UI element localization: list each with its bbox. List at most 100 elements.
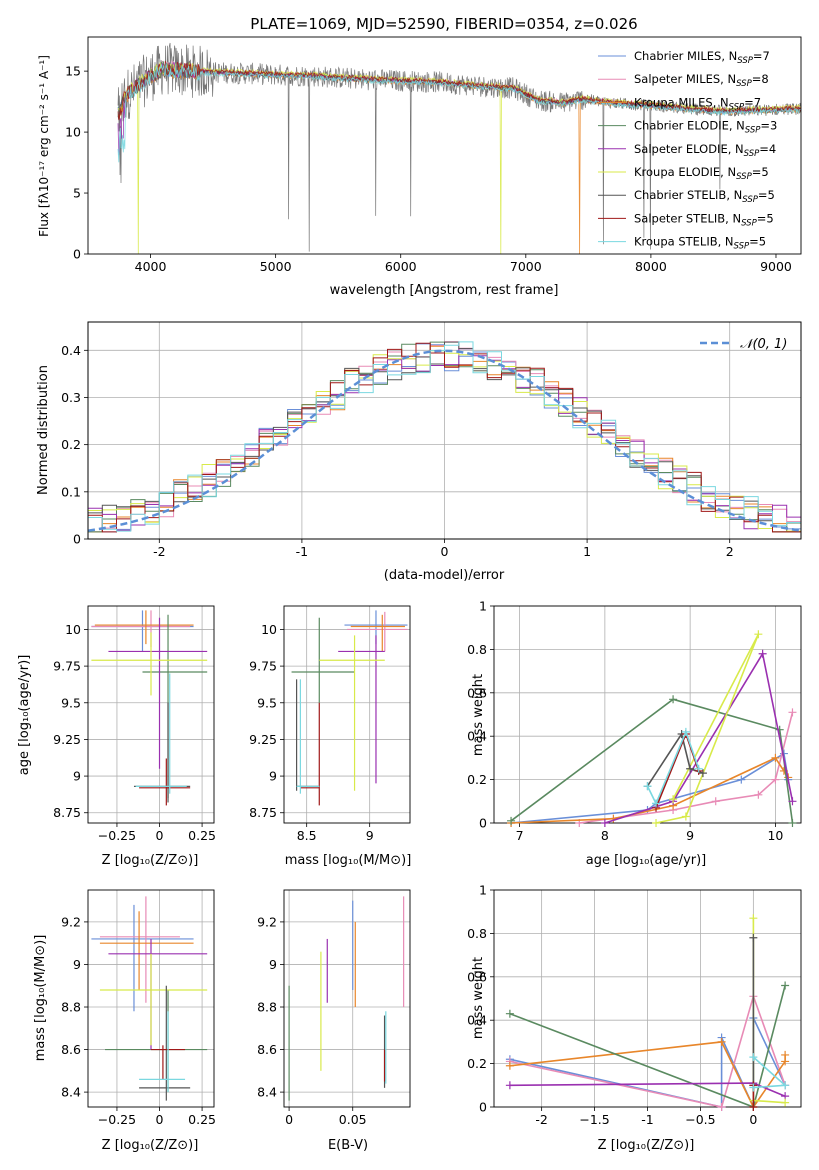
x-tick-label: 6000 xyxy=(385,259,417,274)
weight-line-4 xyxy=(604,651,794,824)
x-tick-label: 9 xyxy=(686,828,694,843)
normal-legend-label: 𝒩(0, 1) xyxy=(740,337,787,352)
ageZ-xlabel: Z [log₁₀(Z/Z⊙)] xyxy=(102,853,199,868)
weight-marker xyxy=(771,775,780,784)
weight-line-8 xyxy=(646,729,700,806)
x-tick-label: 0.05 xyxy=(339,1112,367,1127)
y-tick-label: 8.75 xyxy=(53,805,81,820)
y-tick-label: 9.2 xyxy=(61,914,81,929)
y-tick-label: 5 xyxy=(73,186,81,201)
ageZ-ylabel: age [log₁₀(age/yr)] xyxy=(17,655,32,776)
y-tick-label: 15 xyxy=(65,64,81,79)
y-tick-label: 9 xyxy=(269,957,277,972)
legend-label: Salpeter ELODIE, NSSP=4 xyxy=(634,142,776,159)
weight-marker xyxy=(788,819,797,827)
spectrum-xlabel: wavelength [Angstrom, rest frame] xyxy=(330,283,559,298)
weight-line-0 xyxy=(511,752,789,824)
x-tick-label: 9000 xyxy=(760,259,792,274)
x-tick-label: −1.5 xyxy=(579,1112,609,1127)
x-tick-label: 8.5 xyxy=(297,828,317,843)
mE-xlabel: E(B-V) xyxy=(328,1138,368,1153)
weight-marker xyxy=(754,790,763,799)
model-spectrum-8 xyxy=(117,63,802,163)
weight-marker xyxy=(669,795,678,804)
weight-marker xyxy=(771,753,780,762)
spectrum-data xyxy=(117,42,802,252)
y-tick-label: 9 xyxy=(269,769,277,784)
wAge-xlabel: age [log₁₀(age/yr)] xyxy=(586,853,707,868)
x-tick-label: 0 xyxy=(749,1112,757,1127)
wZ-ylabel: mass weight xyxy=(471,957,486,1039)
x-tick-label: -2 xyxy=(535,1112,547,1127)
weight-marker xyxy=(643,782,652,791)
x-tick-label: -1 xyxy=(296,544,308,559)
x-tick-label: 7000 xyxy=(510,259,542,274)
x-tick-label: 2 xyxy=(726,544,734,559)
ageM-xlabel: mass [log₁₀(M/M⊙)] xyxy=(285,853,412,868)
age-vs-Z-panel: −0.25 0 0.25 8.75 9 9.25 9.5 9.75 10 xyxy=(53,605,216,843)
y-tick-label: 8.6 xyxy=(257,1042,277,1057)
y-tick-label: 0.8 xyxy=(467,926,487,941)
figure-title: PLATE=1069, MJD=52590, FIBERID=0354, z=0… xyxy=(250,15,637,33)
residuals-ylabel: Normed distribution xyxy=(36,365,51,495)
x-tick-label: 0.25 xyxy=(188,828,216,843)
y-tick-label: 1 xyxy=(479,599,487,614)
weight-marker xyxy=(681,727,690,736)
weight-marker xyxy=(781,1081,790,1090)
legend-label: Chabrier ELODIE, NSSP=3 xyxy=(634,119,777,136)
spectrum-ylabel: Flux [fλ10⁻¹⁷ erg cm⁻² s⁻¹ A⁻¹] xyxy=(37,55,51,237)
weight-marker xyxy=(507,816,516,825)
weight-marker xyxy=(749,1103,758,1111)
residuals-legend: 𝒩(0, 1) xyxy=(700,337,787,352)
x-tick-label: 8 xyxy=(601,828,609,843)
x-tick-label: 4000 xyxy=(135,259,167,274)
y-tick-label: 9.2 xyxy=(257,914,277,929)
weight-line-5 xyxy=(655,633,760,824)
spectrum-panel: 4000 5000 6000 7000 8000 9000 0 5 10 15 Chabrier … xyxy=(37,36,802,298)
y-tick-label: 0.4 xyxy=(467,729,487,744)
y-tick-label: 0 xyxy=(73,532,81,547)
y-tick-label: 9.25 xyxy=(249,732,277,747)
weight-marker xyxy=(652,819,661,827)
axes-frame xyxy=(87,36,802,255)
weight-marker xyxy=(749,914,758,923)
legend-label: Chabrier STELIB, NSSP=5 xyxy=(634,188,775,205)
weight-line-2 xyxy=(511,756,789,824)
y-tick-label: 9.75 xyxy=(249,659,277,674)
y-tick-label: 10 xyxy=(65,622,81,637)
axes-frame xyxy=(87,321,802,540)
y-tick-label: 0.6 xyxy=(467,685,487,700)
weight-line-1 xyxy=(579,712,794,824)
weight-marker xyxy=(669,695,678,704)
mZ-ylabel: mass [log₁₀(M/M⊙)] xyxy=(33,935,48,1062)
wAge-ylabel: mass weight xyxy=(471,674,486,756)
weight-marker xyxy=(717,1103,726,1111)
y-tick-label: 0 xyxy=(73,247,81,262)
y-tick-label: 9 xyxy=(73,769,81,784)
x-tick-label: −0.5 xyxy=(685,1112,715,1127)
weight-marker xyxy=(505,1061,514,1070)
axes-frame xyxy=(283,605,411,824)
spectrum-models xyxy=(117,60,802,255)
x-tick-label: 9 xyxy=(366,828,374,843)
y-tick-label: 0.1 xyxy=(61,484,81,499)
weight-marker xyxy=(788,708,797,717)
weight-marker xyxy=(754,630,763,639)
weight-marker xyxy=(686,764,695,773)
y-tick-label: 0.6 xyxy=(467,969,487,984)
legend-label: Kroupa ELODIE, NSSP=5 xyxy=(634,165,769,182)
spectrum-axes: 4000 5000 6000 7000 8000 9000 0 5 10 15 xyxy=(65,36,802,274)
x-tick-label: -1 xyxy=(641,1112,653,1127)
weight-marker xyxy=(781,981,790,990)
mZ-xlabel: Z [log₁₀(Z/Z⊙)] xyxy=(102,1138,199,1153)
weight-marker xyxy=(781,1098,790,1107)
age-vs-mass-panel: 8.5 9 8.75 9 9.25 9.5 9.75 10 xyxy=(249,605,411,843)
y-tick-label: 9 xyxy=(73,957,81,972)
y-tick-label: 0.2 xyxy=(467,772,487,787)
weight-marker xyxy=(737,775,746,784)
x-tick-label: −0.25 xyxy=(98,828,136,843)
y-tick-label: 10 xyxy=(261,622,277,637)
axes-frame xyxy=(493,889,802,1108)
legend-label: Kroupa STELIB, NSSP=5 xyxy=(634,235,766,252)
